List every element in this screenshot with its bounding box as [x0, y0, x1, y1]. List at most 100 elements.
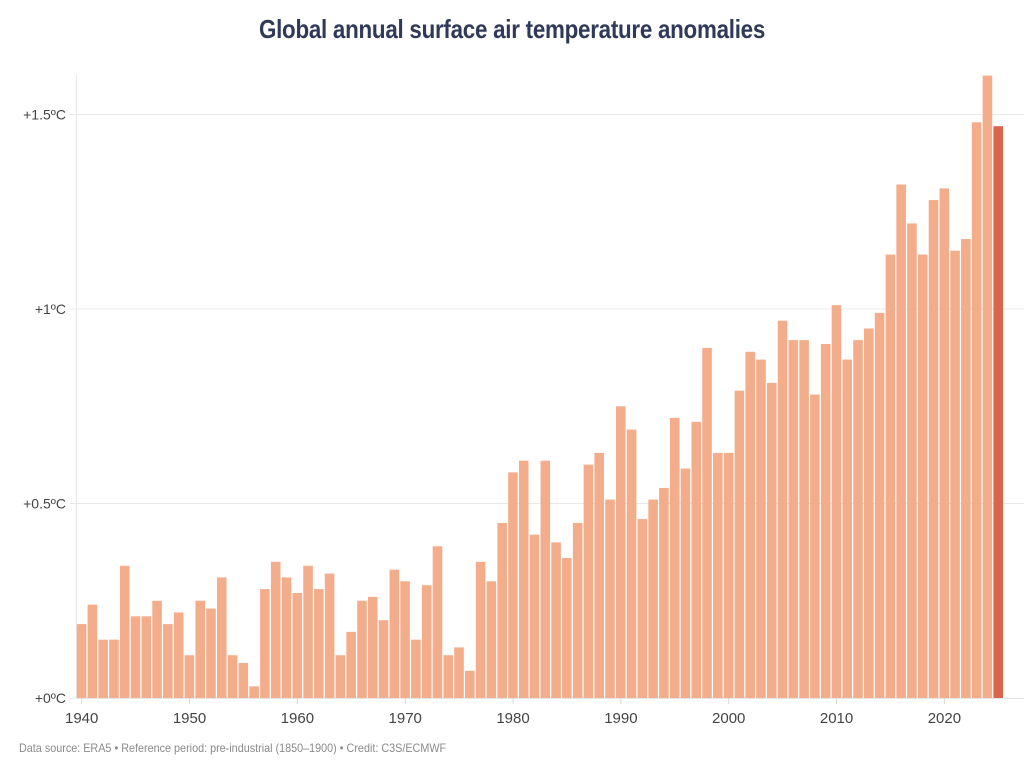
x-tick-label: 1990 — [604, 710, 637, 727]
bar-1994 — [659, 487, 669, 698]
bar-1987 — [583, 464, 594, 698]
bar-2006 — [788, 340, 799, 698]
bar-1940 — [76, 624, 87, 698]
bar-1967 — [367, 596, 378, 698]
bars — [76, 75, 1003, 699]
bar-1959 — [281, 577, 292, 698]
bar-1949 — [173, 612, 184, 698]
bar-1980 — [508, 472, 518, 698]
bar-2008 — [810, 394, 820, 698]
bar-2012 — [853, 340, 863, 698]
bar-1943 — [109, 639, 119, 698]
bar-1950 — [184, 655, 195, 698]
bar-2009 — [820, 344, 831, 698]
bar-1954 — [227, 655, 238, 698]
bar-1999 — [713, 452, 723, 698]
bar-1962 — [314, 589, 324, 698]
bar-1955 — [238, 662, 249, 698]
bar-1957 — [260, 589, 270, 698]
y-axis-ticks: +0ºC +0.5ºC +1ºC +1.5ºC — [23, 107, 66, 707]
bar-2011 — [842, 359, 853, 698]
footer-credit: Data source: ERA5 • Reference period: pr… — [19, 741, 447, 755]
bar-1977 — [475, 561, 486, 698]
bar-1998 — [702, 347, 712, 698]
bar-1995 — [669, 417, 680, 698]
bar-1991 — [626, 429, 637, 698]
bar-1992 — [637, 519, 648, 698]
bar-2013 — [864, 328, 874, 698]
bar-2014 — [874, 312, 885, 698]
bar-1968 — [378, 620, 389, 698]
x-tick-label: 1960 — [281, 710, 314, 727]
bar-2024 — [982, 75, 993, 699]
bar-2019 — [928, 200, 939, 698]
bar-1984 — [551, 542, 561, 698]
bar-1951 — [195, 600, 206, 698]
x-tick-label: 2000 — [712, 710, 745, 727]
bar-1966 — [357, 600, 367, 698]
bar-1974 — [443, 655, 454, 698]
bar-2007 — [799, 340, 809, 698]
bar-1988 — [594, 452, 605, 698]
bar-1997 — [691, 421, 702, 698]
bar-2000 — [723, 452, 734, 698]
bar-1953 — [216, 577, 227, 698]
bar-2002 — [745, 351, 755, 698]
y-tick-label: +1.5ºC — [23, 107, 66, 123]
bar-1956 — [249, 686, 259, 698]
bar-1971 — [411, 639, 421, 698]
bar-2020 — [939, 188, 950, 698]
bar-1947 — [152, 600, 162, 698]
bar-1961 — [303, 565, 313, 698]
x-tick-label: 2010 — [820, 710, 853, 727]
bar-2025 — [993, 126, 1003, 699]
bar-1958 — [270, 561, 281, 698]
bar-1944 — [119, 565, 130, 698]
bar-1964 — [335, 655, 346, 698]
bar-1975 — [454, 647, 464, 698]
bar-1986 — [572, 522, 583, 698]
bar-2001 — [734, 390, 745, 698]
bar-2003 — [756, 359, 766, 698]
bar-1978 — [486, 581, 497, 698]
bar-2022 — [961, 238, 971, 699]
y-tick-label: +0.5ºC — [23, 496, 66, 512]
bar-2015 — [885, 254, 896, 699]
bar-1946 — [141, 616, 152, 698]
y-tick-label: +1ºC — [35, 301, 66, 317]
x-tick-label: 1970 — [389, 710, 422, 727]
bar-2004 — [766, 382, 777, 698]
x-tick-label: 1980 — [496, 710, 529, 727]
bar-2023 — [971, 122, 982, 698]
bar-1981 — [518, 460, 529, 698]
bar-2018 — [917, 254, 928, 699]
bar-2017 — [907, 223, 917, 699]
bar-1963 — [324, 573, 335, 698]
bar-1972 — [421, 585, 432, 698]
bar-2010 — [831, 305, 842, 698]
bar-1969 — [389, 569, 400, 698]
bar-1989 — [605, 499, 615, 698]
bar-1979 — [497, 522, 507, 698]
bar-1948 — [163, 624, 173, 698]
y-tick-label: +0ºC — [35, 690, 66, 706]
bar-2005 — [777, 320, 788, 698]
bar-1990 — [615, 406, 626, 698]
bar-1945 — [130, 616, 141, 698]
bar-1973 — [432, 546, 443, 698]
bar-1976 — [465, 670, 475, 698]
bar-1960 — [292, 592, 303, 698]
bar-1982 — [529, 534, 540, 698]
bar-1993 — [648, 499, 658, 698]
bar-1996 — [680, 468, 691, 698]
bar-1985 — [562, 557, 572, 698]
bar-1941 — [87, 604, 98, 698]
bar-1942 — [98, 639, 108, 698]
chart-title: Global annual surface air temperature an… — [258, 14, 766, 44]
x-tick-label: 1940 — [65, 710, 98, 727]
bar-1952 — [206, 608, 216, 698]
x-tick-label: 2020 — [928, 710, 961, 727]
bar-1970 — [400, 581, 410, 698]
bar-1983 — [540, 460, 551, 698]
